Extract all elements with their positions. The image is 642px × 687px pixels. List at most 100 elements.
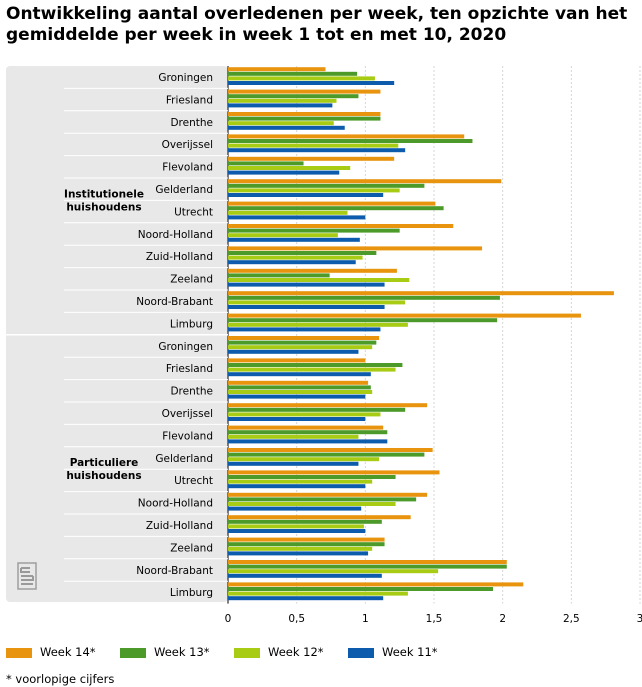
group-label: huishoudens [66, 201, 141, 213]
bar-week13 [228, 206, 444, 211]
bar-week12 [228, 143, 399, 148]
bar-week14 [228, 403, 428, 408]
bar-week13 [228, 564, 507, 569]
bar-week14 [228, 470, 440, 475]
group-label: Institutionele [64, 188, 144, 200]
bar-week13 [228, 407, 406, 412]
category-label: Drenthe [170, 386, 213, 398]
cbs-logo-icon [17, 562, 37, 590]
bar-week14 [228, 67, 326, 72]
bar-week11 [228, 282, 385, 287]
bar-week11 [228, 529, 366, 533]
footnote: * voorlopige cijfers [6, 672, 115, 686]
bar-week14 [228, 313, 581, 318]
bar-week11 [228, 81, 395, 85]
bar-week13 [228, 94, 359, 99]
bar-week12 [228, 233, 338, 238]
bar-week12 [228, 278, 410, 282]
bar-week14 [228, 537, 385, 542]
bar-week14 [228, 112, 381, 116]
bar-week12 [228, 546, 373, 551]
bar-week14 [228, 560, 507, 564]
bar-week11 [228, 193, 384, 197]
category-label: Noord-Brabant [136, 565, 213, 577]
bar-week13 [228, 228, 400, 233]
bar-week14 [228, 246, 483, 251]
bar-week14 [228, 515, 411, 520]
bar-week11 [228, 327, 381, 332]
bar-week12 [228, 591, 408, 596]
bar-week13 [228, 161, 304, 166]
bar-week11 [228, 305, 385, 309]
category-label: Groningen [158, 341, 213, 353]
bar-week11 [228, 372, 371, 377]
category-label: Zeeland [170, 274, 213, 286]
bar-week12 [228, 210, 348, 215]
bar-week12 [228, 300, 406, 305]
bar-week12 [228, 434, 359, 439]
bar-week13 [228, 116, 381, 121]
bar-week14 [228, 358, 366, 363]
category-label: Flevoland [162, 162, 213, 174]
bar-week13 [228, 430, 388, 435]
legend-label-week12: Week 12* [268, 645, 324, 659]
bar-week13 [228, 363, 403, 367]
bar-week12 [228, 502, 396, 506]
bar-week13 [228, 318, 498, 323]
category-label: Overijssel [162, 408, 213, 420]
category-labels: Groningen Friesland Drenthe Overijssel Flevo… [136, 72, 213, 599]
bar-week11 [228, 215, 366, 220]
category-label: Noord-Holland [138, 229, 213, 241]
bar-week14 [228, 492, 428, 497]
bar-week11 [228, 484, 366, 489]
bar-week13 [228, 385, 371, 390]
bar-week11 [228, 148, 406, 153]
bar-week13 [228, 139, 473, 143]
category-label: Utrecht [174, 475, 213, 487]
x-tick-label: 2 [499, 613, 506, 625]
bar-week13 [228, 519, 382, 524]
bar-week12 [228, 569, 439, 574]
x-tick-label: 0,5 [288, 613, 305, 625]
x-tick-label: 1 [362, 613, 369, 625]
bar-week13 [228, 452, 425, 457]
bar-week11 [228, 551, 369, 556]
row-separators [6, 87, 228, 582]
bar-week12 [228, 367, 396, 372]
bar-chart: Groningen Friesland Drenthe Overijssel Flevo… [6, 66, 642, 625]
bar-week14 [228, 89, 381, 94]
category-label: Gelderland [155, 184, 213, 196]
legend-swatch-week12 [234, 648, 260, 658]
bar-week13 [228, 542, 385, 547]
category-label: Utrecht [174, 206, 213, 218]
legend: Week 14* Week 13* Week 12* Week 11* [6, 643, 642, 661]
bar-week13 [228, 183, 425, 188]
bar-week11 [228, 596, 384, 601]
bar-week14 [228, 425, 384, 430]
x-tick-label: 1,5 [426, 613, 443, 625]
bar-week13 [228, 71, 358, 76]
legend-label-week13: Week 13* [154, 645, 210, 659]
category-label: Flevoland [162, 430, 213, 442]
bar-week11 [228, 237, 360, 242]
bar-week12 [228, 345, 373, 350]
category-label: Limburg [170, 318, 213, 330]
bar-week14 [228, 582, 524, 587]
bar-week14 [228, 201, 436, 206]
bar-week14 [228, 156, 395, 161]
bar-week11 [228, 260, 356, 265]
category-label: Zuid-Holland [146, 251, 213, 263]
bar-week12 [228, 188, 400, 193]
group-label: Particuliere [70, 457, 139, 469]
bar-week11 [228, 103, 333, 108]
legend-swatch-week14 [6, 648, 32, 658]
bar-week12 [228, 479, 373, 484]
category-label: Groningen [158, 72, 213, 84]
category-label: Zuid-Holland [146, 520, 213, 532]
bar-week14 [228, 291, 614, 296]
legend-label-week14: Week 14* [40, 645, 96, 659]
legend-swatch-week11 [348, 648, 374, 658]
x-tick-labels: 0 0,5 1 1,5 2 2,5 3 [225, 613, 642, 625]
category-label: Gelderland [155, 453, 213, 465]
category-label: Drenthe [170, 117, 213, 129]
